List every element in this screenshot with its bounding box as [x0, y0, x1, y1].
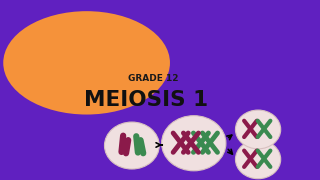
Text: MEIOSIS 1: MEIOSIS 1 — [84, 90, 208, 110]
Ellipse shape — [3, 11, 170, 114]
Text: GRADE 12: GRADE 12 — [128, 74, 179, 83]
Ellipse shape — [236, 140, 281, 179]
Ellipse shape — [162, 116, 226, 171]
Ellipse shape — [236, 110, 281, 149]
Ellipse shape — [104, 122, 159, 169]
